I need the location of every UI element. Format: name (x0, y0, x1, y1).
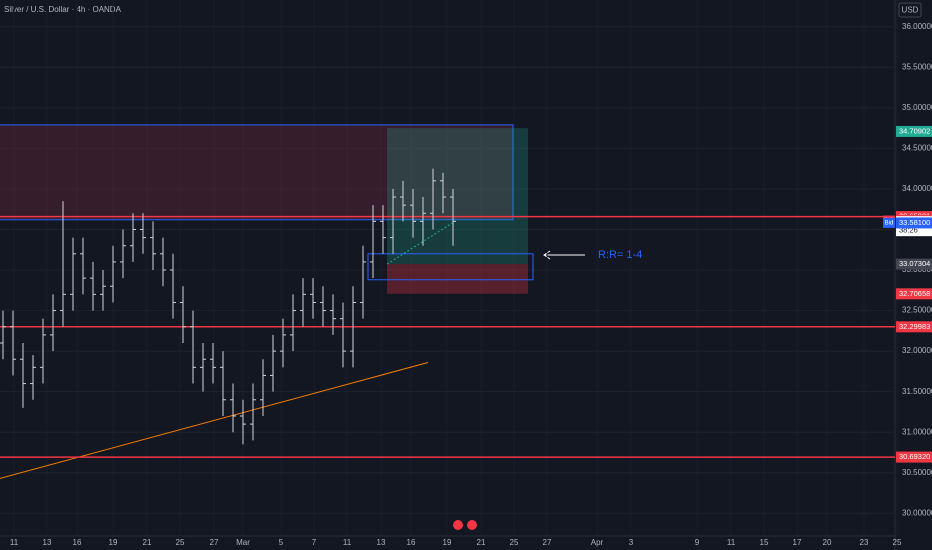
event-icon[interactable] (467, 520, 477, 530)
currency-label[interactable]: USD (902, 6, 919, 15)
price-tag-label: 30.69320 (899, 452, 930, 461)
x-tick-label: 23 (860, 538, 869, 547)
x-tick-label: 16 (73, 538, 82, 547)
event-icon[interactable] (453, 520, 463, 530)
price-tag-label: 33.07304 (899, 259, 930, 268)
x-tick-label: 7 (312, 538, 317, 547)
y-tick-label: 30.00000 (902, 508, 932, 517)
y-tick-label: 32.00000 (902, 346, 932, 355)
zone (367, 253, 534, 281)
x-tick-label: 3 (629, 538, 634, 547)
x-tick-label: 13 (377, 538, 386, 547)
x-tick-label: 20 (823, 538, 832, 547)
arrow-head (543, 250, 551, 260)
x-tick-label: 21 (143, 538, 152, 547)
x-tick-label: 13 (43, 538, 52, 547)
zone (387, 264, 528, 294)
x-tick-label: 27 (210, 538, 219, 547)
x-tick-label: 17 (793, 538, 802, 547)
price-tag-label: 33.58100 (899, 218, 930, 227)
chart-title: Silver / U.S. Dollar · 4h · OANDA (4, 5, 122, 14)
y-tick-label: 31.50000 (902, 387, 932, 396)
price-tag-name: Bid (885, 220, 894, 226)
price-tag-label: 34.70902 (899, 126, 930, 135)
price-tag (896, 217, 932, 229)
y-tick-label: 35.50000 (902, 62, 932, 71)
price-tag (896, 288, 932, 300)
entry-line (386, 220, 456, 265)
currency-button[interactable] (898, 2, 922, 18)
zone (0, 124, 514, 221)
y-tick-label: 33.00000 (902, 265, 932, 274)
price-tag-label: 32.70658 (899, 289, 930, 298)
y-tick-label: 35.00000 (902, 103, 932, 112)
y-tick-label: 36.00000 (902, 22, 932, 31)
y-tick-label: 34.00000 (902, 184, 932, 193)
y-tick-label: 30.50000 (902, 468, 932, 477)
price-tag-label: 32.29983 (899, 322, 930, 331)
y-tick-label: 31.00000 (902, 427, 932, 436)
annotation: R:R= 1-4 (598, 249, 642, 261)
x-tick-label: 19 (443, 538, 452, 547)
x-tick-label: 11 (343, 538, 352, 547)
x-tick-label: 5 (279, 538, 284, 547)
trendline (0, 361, 429, 479)
x-tick-label: Mar (236, 538, 250, 547)
x-tick-label: 27 (543, 538, 552, 547)
price-tag (896, 258, 932, 270)
x-tick-label: 15 (760, 538, 769, 547)
x-tick-label: 25 (176, 538, 185, 547)
y-tick-label: 32.50000 (902, 306, 932, 315)
x-tick-label: 11 (10, 538, 19, 547)
x-tick-label: 25 (510, 538, 519, 547)
x-tick-label: 11 (727, 538, 736, 547)
countdown: 38:26 (899, 226, 918, 235)
x-tick-label: 21 (477, 538, 486, 547)
x-tick-label: Apr (591, 538, 604, 547)
zone (387, 128, 528, 265)
price-tag (896, 125, 932, 137)
y-tick-label: 34.50000 (902, 144, 932, 153)
price-tag-side (883, 217, 895, 228)
price-tag (896, 451, 932, 463)
x-tick-label: 9 (695, 538, 700, 547)
x-tick-label: 25 (893, 538, 902, 547)
x-tick-label: 19 (109, 538, 118, 547)
x-tick-label: 16 (407, 538, 416, 547)
price-tag (896, 321, 932, 333)
